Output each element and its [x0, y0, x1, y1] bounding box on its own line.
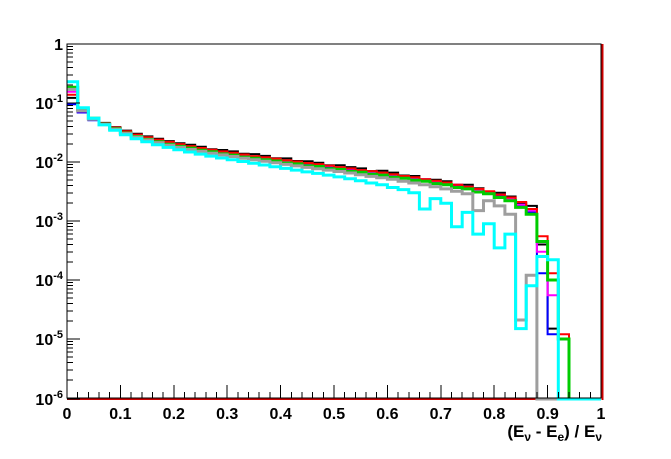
x-axis-title: (Eν - Ee) / Eν: [507, 422, 602, 444]
y-axis-label: 10-3: [35, 211, 63, 231]
x-axis-label: 0.8: [483, 406, 505, 423]
series-red: [67, 93, 601, 400]
y-axis-label: 10-5: [35, 329, 63, 349]
series-cyan: [67, 80, 601, 401]
y-axis-label: 10-4: [35, 270, 63, 290]
x-axis-label: 0.3: [216, 406, 238, 423]
x-axis-label: 0.4: [269, 406, 291, 423]
y-axis-label: 10-1: [35, 93, 63, 113]
y-axis-label: 10-6: [35, 389, 63, 409]
x-axis-label: 0.5: [323, 406, 345, 423]
y-axis-label: 10-2: [35, 152, 63, 172]
x-axis-label: 0.6: [376, 406, 398, 423]
x-axis-label: 0.7: [430, 406, 452, 423]
axes: [66, 43, 602, 400]
y-axis-label: 1: [54, 37, 63, 54]
x-axis-label: 0.9: [536, 406, 558, 423]
x-axis-label: 0.2: [163, 406, 185, 423]
x-axis-label: 0.1: [109, 406, 131, 423]
series-layer: [67, 80, 601, 401]
x-axis-label: 1: [597, 406, 606, 423]
x-axis-label: 0: [63, 406, 72, 423]
